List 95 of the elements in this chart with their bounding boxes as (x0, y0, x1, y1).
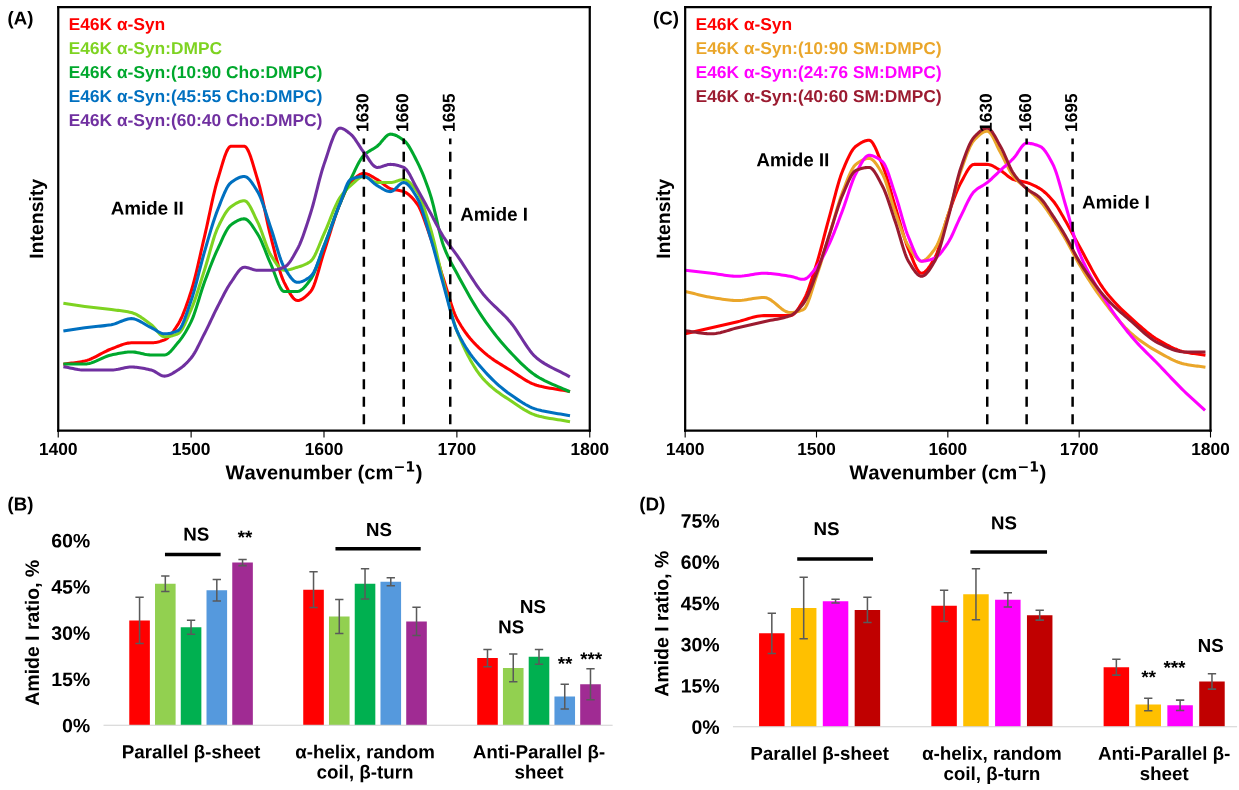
y-tick-label: 45% (51, 580, 90, 594)
chart-title: (A) (8, 11, 33, 29)
bar (206, 590, 228, 726)
ref-line-label: 1630 (979, 94, 992, 131)
x-tick-label: 1400 (666, 442, 704, 456)
x-tick-label: 1600 (929, 442, 967, 456)
bar (580, 684, 601, 726)
text: E46K α-Syn:(40:60 SM:DMPC) (696, 89, 941, 106)
chart-title: (C) (653, 11, 679, 29)
bar (1199, 681, 1225, 727)
text: E46K α-Syn:(10:90 Cho:DMPC) (69, 65, 322, 82)
bar (995, 599, 1021, 727)
annotation: Amide I (460, 207, 527, 221)
x-axis-title: Wavenumber (cm$^{−1}$) (225, 461, 422, 484)
bar (1135, 704, 1161, 727)
chart-title: (B) (8, 496, 33, 515)
x-tick-label: 1600 (305, 442, 343, 456)
y-tick-label: 15% (681, 679, 720, 693)
x-tick-label: α-helix, random coil, β-turn (922, 746, 1061, 784)
bar (931, 605, 957, 727)
text: E46K α-Syn:(24:76 SM:DMPC) (696, 65, 941, 82)
annotation: ** (557, 657, 573, 665)
text: ** (237, 530, 253, 538)
annotation: Amide II (111, 201, 183, 215)
bar (790, 608, 817, 727)
bar (477, 658, 498, 726)
bar (180, 627, 202, 726)
bar (502, 667, 524, 726)
x-tick-label: Parallel β-sheet (751, 746, 889, 764)
bar (354, 583, 376, 726)
annotation: NS (521, 599, 546, 614)
bar (129, 620, 150, 726)
chart-title: (D) (640, 496, 665, 515)
text: E46K α-Syn:DMPC (69, 41, 222, 58)
bar (380, 581, 402, 726)
x-tick-label: 1700 (438, 442, 476, 456)
y-tick-label: 30% (681, 637, 720, 652)
x-tick-label: 1700 (1060, 442, 1098, 456)
ref-line-label: 1695 (1064, 93, 1078, 131)
annotation: NS (499, 620, 524, 634)
bar (759, 633, 785, 727)
x-tick-label: Anti-Parallel β- sheet (1098, 746, 1230, 781)
ref-line-label: 1630 (356, 94, 369, 131)
bar (406, 621, 427, 726)
y-axis-title: Amide I ratio, % (24, 560, 42, 706)
bar (822, 601, 849, 727)
x-tick-label: 1800 (1192, 442, 1230, 456)
text: E46K α-Syn:(10:90 SM:DMPC) (696, 41, 941, 58)
x-tick-label: 1800 (571, 442, 609, 456)
bar (1103, 667, 1130, 727)
x-tick-label: 1400 (40, 442, 77, 456)
annotation: Amide II (756, 152, 829, 167)
ref-line-label: 1695 (442, 93, 455, 131)
ref-line-label: 1660 (1019, 94, 1032, 131)
bar (1167, 705, 1193, 727)
bar (554, 696, 576, 726)
bar (963, 594, 989, 727)
bar (303, 589, 324, 726)
y-axis-title: Amide I ratio, % (654, 551, 672, 697)
bar (854, 609, 881, 727)
x-axis-title: Wavenumber (cm$^{−1}$) (849, 461, 1046, 484)
ref-line-label: 1660 (396, 94, 409, 131)
text: E46K α-Syn (696, 17, 792, 34)
annotation: NS (814, 521, 839, 536)
y-tick-label: 45% (680, 596, 720, 611)
annotation: *** (580, 652, 603, 660)
bar (155, 583, 176, 726)
bar (232, 562, 253, 726)
x-tick-label: 1500 (798, 442, 836, 456)
y-tick-label: 60% (681, 555, 720, 570)
annotation: NS (184, 527, 209, 541)
y-axis-title: Intensity (655, 178, 675, 258)
annotation: ** (1141, 670, 1156, 678)
x-tick-label: 1500 (172, 442, 210, 456)
annotation: NS (992, 516, 1017, 530)
text: E46K α-Syn (69, 17, 165, 34)
y-tick-label: 0% (692, 720, 720, 735)
y-tick-label: 60% (51, 533, 90, 548)
series-label: E46K α-Syn:(60:40 Cho:DMPC) (69, 113, 322, 130)
y-tick-label: 75% (681, 514, 720, 528)
y-tick-label: 15% (52, 672, 90, 687)
x-tick-label: α-helix, random coil, β-turn (295, 744, 434, 783)
y-tick-label: 30% (51, 626, 90, 641)
x-tick-label: Parallel β-sheet (123, 744, 261, 763)
annotation: *** (1163, 661, 1186, 668)
annotation: Amide I (1082, 194, 1149, 209)
y-tick-label: 0% (62, 718, 90, 733)
x-tick-label: Anti-Parallel β- sheet (473, 744, 605, 779)
bar (328, 616, 350, 726)
y-axis-title: Intensity (29, 178, 48, 258)
text: E46K α-Syn:(45:55 Cho:DMPC) (69, 89, 322, 106)
bar (1026, 615, 1053, 727)
bar (528, 656, 550, 726)
text: NS (367, 522, 392, 537)
annotation: NS (1198, 638, 1223, 653)
